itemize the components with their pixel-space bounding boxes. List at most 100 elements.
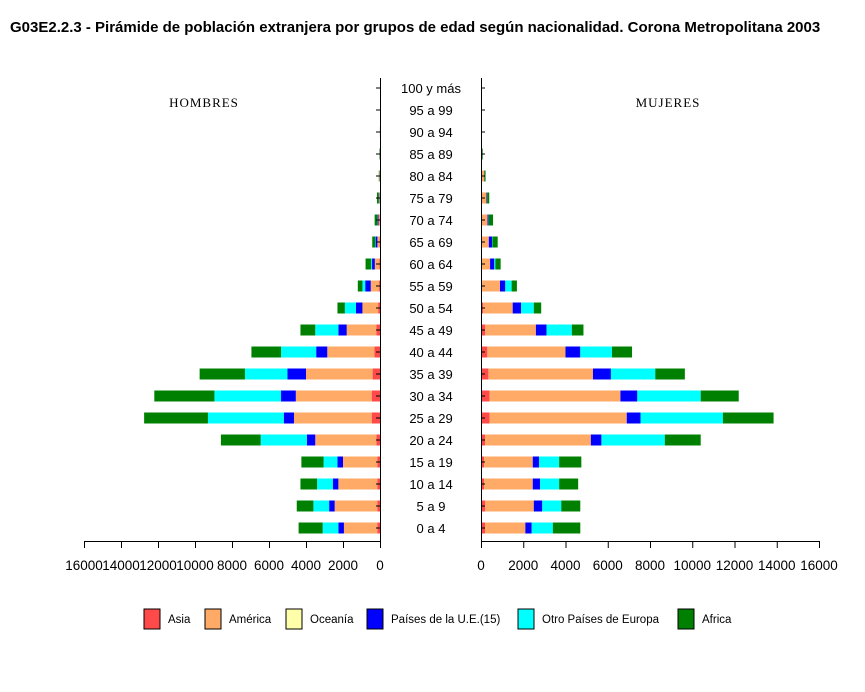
bar-mujeres-3-14 (487, 214, 489, 226)
tick-label-right: 2000 (508, 558, 538, 573)
bar-mujeres-3-1 (533, 500, 543, 512)
bar-mujeres-4-6 (637, 390, 701, 402)
bar-mujeres-5-16 (484, 170, 486, 182)
bar-hombres-4-6 (214, 390, 282, 402)
age-label: 90 a 94 (409, 125, 452, 140)
bar-hombres-5-8 (251, 346, 282, 358)
bar-mujeres-1-13 (481, 236, 489, 248)
bar-mujeres-5-4 (664, 434, 701, 446)
legend-label: Asia (168, 614, 191, 626)
tick-label-right: 4000 (550, 558, 580, 573)
bar-hombres-3-0 (338, 522, 344, 534)
bar-hombres-5-4 (220, 434, 261, 446)
bar-hombres-1-2 (338, 478, 378, 490)
bar-mujeres-4-2 (540, 478, 560, 490)
bar-hombres-4-10 (344, 302, 356, 314)
age-label: 25 a 29 (409, 411, 452, 426)
bar-hombres-5-2 (300, 478, 318, 490)
bar-hombres-4-11 (362, 280, 366, 292)
tick-label-left: 2000 (328, 558, 358, 573)
bar-mujeres-4-7 (610, 368, 656, 380)
age-label: 35 a 39 (409, 367, 452, 382)
age-label: 75 a 79 (409, 191, 452, 206)
tick-label-left: 4000 (291, 558, 321, 573)
bar-hombres-4-9 (315, 324, 339, 336)
bar-mujeres-1-8 (487, 346, 566, 358)
age-label: 95 a 99 (409, 103, 452, 118)
bar-hombres-5-13 (372, 236, 375, 248)
bar-hombres-4-3 (323, 456, 338, 468)
age-label: 5 a 9 (417, 499, 446, 514)
bar-mujeres-3-9 (535, 324, 547, 336)
legend-swatch (366, 608, 384, 630)
age-label: 65 a 69 (409, 235, 452, 250)
bar-mujeres-4-5 (640, 412, 723, 424)
bar-mujeres-5-9 (571, 324, 584, 336)
bar-hombres-4-1 (313, 500, 330, 512)
bar-mujeres-5-7 (655, 368, 685, 380)
bar-hombres-3-11 (365, 280, 371, 292)
bar-mujeres-4-1 (542, 500, 562, 512)
bar-mujeres-4-8 (580, 346, 612, 358)
bar-hombres-1-0 (343, 522, 378, 534)
age-label: 60 a 64 (409, 257, 452, 272)
age-label: 80 a 84 (409, 169, 452, 184)
legend-label: Africa (702, 614, 732, 626)
bar-hombres-1-4 (315, 434, 377, 446)
bar-mujeres-3-12 (490, 258, 495, 270)
bar-mujeres-4-9 (546, 324, 572, 336)
bar-hombres-3-2 (332, 478, 339, 490)
age-label: 85 a 89 (409, 147, 452, 162)
bar-hombres-1-10 (362, 302, 379, 314)
bar-mujeres-5-3 (559, 456, 582, 468)
tick-label-right: 16000 (800, 558, 838, 573)
bar-hombres-3-7 (287, 368, 306, 380)
tick-label-right: 14000 (758, 558, 796, 573)
bar-mujeres-5-13 (492, 236, 498, 248)
bar-hombres-3-12 (372, 258, 375, 270)
bar-mujeres-3-7 (592, 368, 611, 380)
bar-mujeres-5-12 (495, 258, 501, 270)
age-label: 40 a 44 (409, 345, 452, 360)
bar-hombres-3-8 (316, 346, 328, 358)
label-mujeres: MUJERES (636, 95, 701, 110)
bar-hombres-3-6 (281, 390, 296, 402)
chart-title: G03E2.2.3 - Pirámide de población extran… (10, 19, 821, 36)
tick-label-right: 8000 (635, 558, 665, 573)
bar-hombres-3-4 (306, 434, 316, 446)
bar-hombres-3-10 (355, 302, 363, 314)
bar-hombres-0-6 (371, 390, 380, 402)
tick-label-left: 16000 (65, 558, 103, 573)
legend-label: Países de la U.E.(15) (391, 614, 500, 626)
bar-mujeres-1-0 (485, 522, 526, 534)
bar-hombres-5-6 (154, 390, 215, 402)
age-label: 15 a 19 (409, 455, 452, 470)
tick-label-left: 12000 (139, 558, 177, 573)
bar-mujeres-1-11 (482, 280, 501, 292)
age-label: 55 a 59 (409, 279, 452, 294)
bar-mujeres-5-8 (611, 346, 633, 358)
legend-swatch (143, 608, 161, 630)
bar-hombres-4-0 (322, 522, 339, 534)
bar-mujeres-1-2 (484, 478, 533, 490)
bar-mujeres-0-5 (481, 412, 490, 424)
bar-hombres-5-12 (365, 258, 372, 270)
tick-label-right: 12000 (716, 558, 754, 573)
bar-hombres-4-5 (207, 412, 284, 424)
bar-hombres-4-12 (371, 258, 373, 270)
bar-hombres-1-5 (293, 412, 372, 424)
bar-mujeres-5-2 (559, 478, 579, 490)
bar-hombres-4-2 (317, 478, 333, 490)
bar-mujeres-4-12 (494, 258, 496, 270)
tick-label-left: 6000 (254, 558, 284, 573)
bar-mujeres-4-10 (521, 302, 534, 314)
age-label: 0 a 4 (417, 521, 446, 536)
bar-hombres-0-5 (371, 412, 380, 424)
bar-hombres-5-5 (144, 412, 208, 424)
bar-hombres-4-8 (281, 346, 317, 358)
bar-hombres-4-7 (244, 368, 288, 380)
tick-label-left: 0 (376, 558, 384, 573)
bar-hombres-1-3 (343, 456, 378, 468)
bar-hombres-5-11 (357, 280, 363, 292)
